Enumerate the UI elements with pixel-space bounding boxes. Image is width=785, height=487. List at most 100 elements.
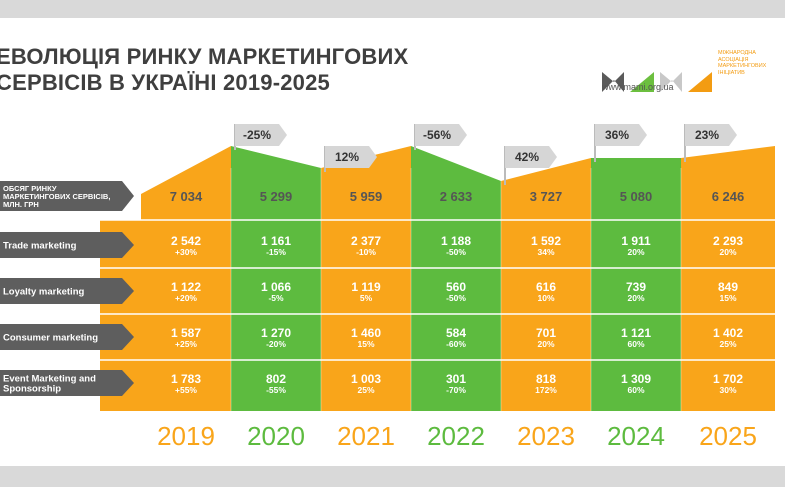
segment-change: -15% (266, 247, 286, 257)
total-value: 3 727 (530, 189, 563, 204)
segment-value: 1 402 (713, 326, 743, 340)
segment-change: 20% (627, 293, 644, 303)
segment-value: 701 (536, 326, 556, 340)
market-chart: -25% 12% -56% 42% 36% 23% ОБСЯГ РИНКУМАРКЕТИНГ… (0, 124, 775, 458)
row-label-arrow (0, 278, 134, 304)
segment-value: 1 161 (261, 234, 291, 248)
logo-text-line: ІНІЦІАТИВ (718, 69, 745, 76)
logo-mark-1 (602, 72, 624, 92)
segment-value: 1 003 (351, 372, 381, 386)
segment-value: 1 119 (351, 280, 381, 294)
row-label-text: Sponsorship (3, 384, 61, 395)
growth-flag-label: 42% (515, 150, 539, 164)
segment-change: -70% (446, 385, 466, 395)
segment-value: 739 (626, 280, 646, 294)
year-column-2020 (231, 146, 321, 411)
segment-value: 1 587 (171, 326, 201, 340)
total-value: 6 246 (712, 189, 745, 204)
row-label-arrow (0, 181, 134, 211)
year-column-2022 (411, 146, 501, 411)
segment-value: 802 (266, 372, 286, 386)
growth-flag-label: 23% (695, 128, 719, 142)
row-label-arrow (0, 324, 134, 350)
segment-change: 30% (719, 385, 736, 395)
segment-value: 1 270 (261, 326, 291, 340)
total-value: 5 080 (620, 189, 653, 204)
growth-flag-label: 36% (605, 128, 629, 142)
segment-change: 20% (719, 247, 736, 257)
year-column-2024 (591, 158, 681, 411)
segment-change: 20% (627, 247, 644, 257)
segment-value: 1 592 (531, 234, 561, 248)
title-line-1: ЕВОЛЮЦІЯ РИНКУ МАРКЕТИНГОВИХ (0, 44, 409, 69)
segment-value: 2 542 (171, 234, 201, 248)
segment-change: 5% (360, 293, 373, 303)
segment-value: 560 (446, 280, 466, 294)
segment-value: 1 121 (621, 326, 651, 340)
infographic-card: ЕВОЛЮЦІЯ РИНКУ МАРКЕТИНГОВИХ СЕРВІСІВ В … (0, 18, 785, 466)
growth-flag-label: -56% (423, 128, 451, 142)
growth-flag (325, 146, 377, 168)
segment-value: 818 (536, 372, 556, 386)
growth-flag (595, 124, 647, 146)
segment-change: -50% (446, 247, 466, 257)
year-label: 2023 (517, 421, 575, 451)
year-label: 2020 (247, 421, 305, 451)
segment-change: 172% (535, 385, 557, 395)
year-column-2025 (681, 146, 775, 411)
segment-change: +20% (175, 293, 197, 303)
segment-change: -20% (266, 339, 286, 349)
row-label-arrow (0, 370, 134, 396)
segment-change: -5% (268, 293, 284, 303)
segment-change: 25% (719, 339, 736, 349)
total-value: 5 959 (350, 189, 383, 204)
total-value: 2 633 (440, 189, 473, 204)
segment-change: -55% (266, 385, 286, 395)
logo-mark-3 (660, 72, 682, 92)
title-line-2: СЕРВІСІВ В УКРАЇНІ 2019-2025 (0, 70, 330, 95)
row-label-text: Event Marketing and (3, 374, 96, 385)
segment-value: 1 122 (171, 280, 201, 294)
segment-value: 1 783 (171, 372, 201, 386)
segment-value: 1 460 (351, 326, 381, 340)
logo-url[interactable]: www.mami.org.ua (602, 82, 674, 92)
segment-value: 849 (718, 280, 738, 294)
year-label: 2025 (699, 421, 757, 451)
mami-logo (602, 72, 712, 92)
segment-value: 1 309 (621, 372, 651, 386)
segment-change: 60% (627, 385, 644, 395)
segment-change: 15% (719, 293, 736, 303)
logo-org-name: МІЖНАРОДНА АСОЦІАЦІЯ МАРКЕТИНГОВИХ ІНІЦІ… (718, 50, 782, 76)
segment-change: +55% (175, 385, 197, 395)
row-label-text: Trade marketing (3, 241, 77, 252)
year-column-2019 (141, 146, 231, 411)
logo-text-line: МІЖНАРОДНА (718, 50, 756, 56)
growth-flag (235, 124, 287, 146)
year-column-2021 (321, 146, 411, 411)
segment-value: 1 702 (713, 372, 743, 386)
growth-flag (505, 146, 557, 168)
growth-flag-label: 12% (335, 150, 359, 164)
logo-text-line: МАРКЕТИНГОВИХ (718, 63, 767, 69)
segment-value: 2 377 (351, 234, 381, 248)
segment-change: +25% (175, 339, 197, 349)
row-label-text: МАРКЕТИНГОВИХ СЕРВІСІВ, (3, 192, 110, 201)
year-label: 2021 (337, 421, 395, 451)
segment-change: 34% (537, 247, 554, 257)
logo-mark-2 (630, 72, 654, 92)
page-title: ЕВОЛЮЦІЯ РИНКУ МАРКЕТИНГОВИХ СЕРВІСІВ В … (0, 44, 408, 96)
segment-change: -50% (446, 293, 466, 303)
total-value: 7 034 (170, 189, 203, 204)
logo-mark-4 (688, 72, 712, 92)
year-column-2023 (501, 158, 591, 411)
year-label: 2024 (607, 421, 665, 451)
segment-value: 2 293 (713, 234, 743, 248)
row-label-text: Loyalty marketing (3, 287, 84, 298)
growth-flag (415, 124, 467, 146)
row-label-arrow (0, 232, 134, 258)
total-value: 5 299 (260, 189, 293, 204)
segment-change: 10% (537, 293, 554, 303)
segment-change: -60% (446, 339, 466, 349)
logo-text-line: АСОЦІАЦІЯ (718, 56, 749, 63)
segment-change: 20% (537, 339, 554, 349)
